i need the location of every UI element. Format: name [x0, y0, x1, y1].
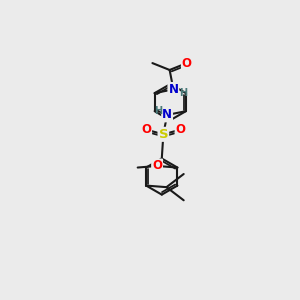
Text: H: H: [179, 88, 188, 98]
Text: N: N: [162, 108, 172, 122]
Text: O: O: [176, 123, 186, 136]
Text: S: S: [158, 128, 168, 141]
Text: H: H: [154, 106, 162, 116]
Text: N: N: [168, 83, 178, 96]
Text: O: O: [141, 123, 151, 136]
Text: O: O: [182, 57, 192, 70]
Text: O: O: [152, 160, 162, 172]
